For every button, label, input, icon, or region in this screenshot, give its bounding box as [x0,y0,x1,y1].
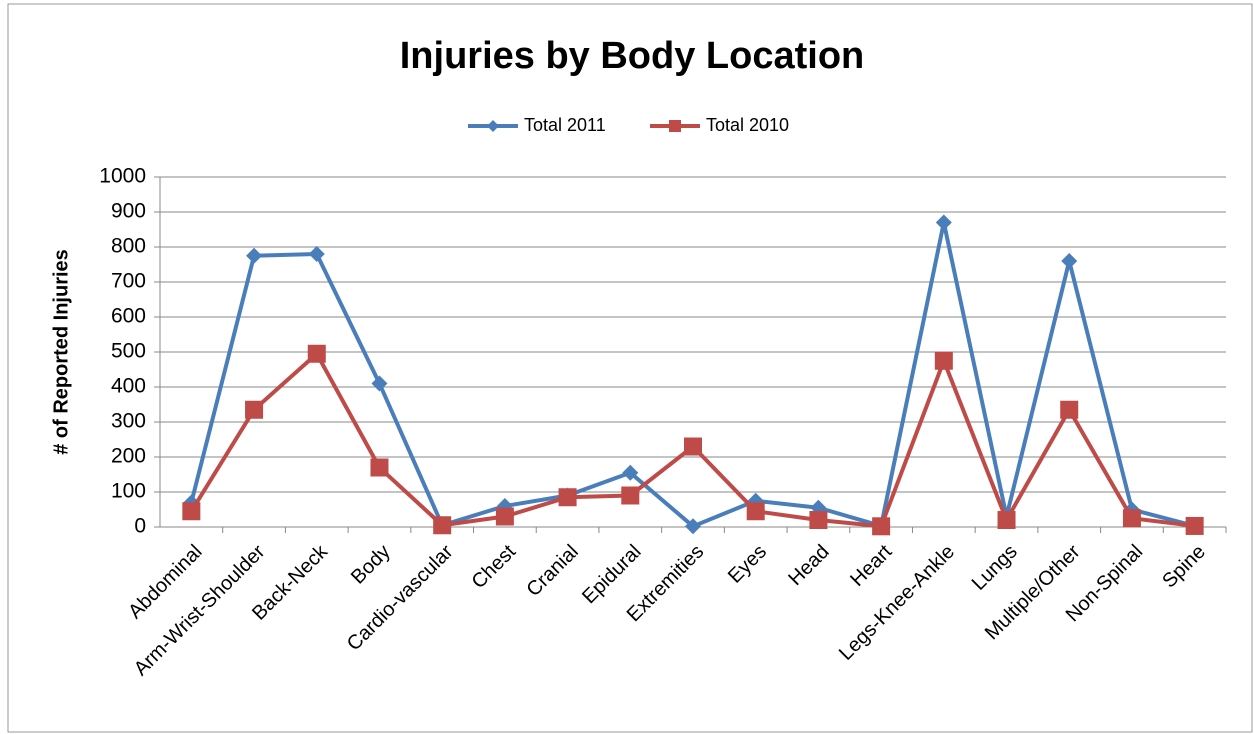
y-axis-title: # of Reported Injuries [50,249,72,455]
legend-marker [487,120,499,132]
y-tick-label: 100 [111,480,146,503]
data-point [371,375,388,392]
legend-label: Total 2011 [524,115,606,135]
legend-label: Total 2010 [706,115,789,135]
y-tick-label: 400 [111,375,146,398]
data-point [558,488,577,507]
y-tick-label: 800 [111,235,146,258]
data-point [621,486,640,505]
chart-title: Injuries by Body Location [400,35,865,77]
data-point [307,344,326,363]
y-tick-label: 700 [111,270,146,293]
data-point [872,517,891,536]
data-point [997,511,1016,529]
data-point [1185,516,1204,535]
data-point [685,518,701,535]
data-point [934,351,953,370]
data-point [370,458,389,477]
data-point [622,464,639,481]
data-point [182,502,201,521]
data-point [935,214,952,231]
legend-marker [669,120,681,132]
data-point [684,437,702,456]
data-point [746,502,765,521]
y-tick-label: 900 [111,200,146,223]
data-point [308,246,325,262]
data-point [433,516,452,535]
y-tick-label: 0 [134,515,146,538]
data-point [246,247,263,264]
data-point [809,511,828,529]
data-point [245,400,264,419]
y-tick-label: 200 [111,445,146,468]
y-tick-label: 300 [111,410,146,433]
y-tick-label: 600 [111,305,146,328]
y-tick-label: 500 [111,340,146,363]
data-point [495,507,514,526]
data-point [1061,253,1078,269]
data-point [1122,509,1141,528]
data-point [1060,400,1079,419]
y-tick-label: 1000 [99,165,146,188]
